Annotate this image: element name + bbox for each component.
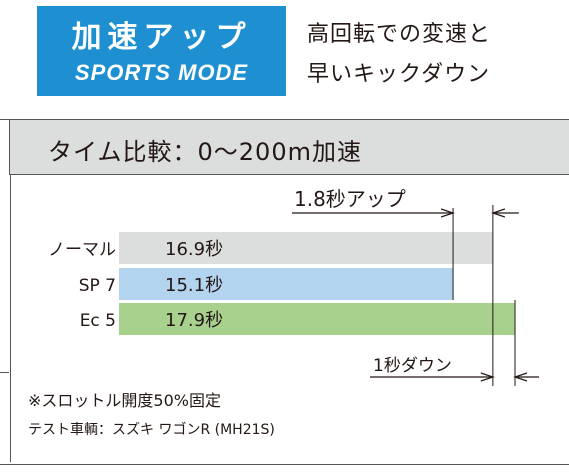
bar-2 [119,303,515,335]
description-line-2: 早いキックダウン [307,62,491,87]
category-label-1: SP 7 [79,276,116,296]
value-label-2: 17.9秒 [165,310,223,331]
panel-left-divider [9,119,10,175]
annotation-up-arrow-left [440,208,455,218]
mode-badge: 加速アップ SPORTS MODE [37,6,286,96]
chart-panel [0,119,569,465]
annotation-down-arrow-right [513,372,528,382]
chart-frame [10,175,569,462]
chart-title-bar [10,120,569,175]
value-label-1: 15.1秒 [165,275,223,296]
note-test-vehicle: テスト車輌：スズキ ワゴンR (MH21S) [28,422,275,438]
category-label-0: ノーマル [48,240,116,260]
panel-left-tick [0,372,9,373]
value-label-0: 16.9秒 [165,239,223,260]
bar-0 [119,232,493,264]
note-throttle: ※スロットル開度50%固定 [28,391,221,410]
annotation-down-arrow-left [480,372,495,382]
bar-1 [119,268,454,300]
category-label-2: Ec 5 [80,311,116,331]
annotation-up-label: 1.8秒アップ [294,187,406,211]
annotation-up-arrow-right [490,208,506,218]
description-line-1: 高回転での変速と [307,22,492,47]
badge-title: 加速アップ [71,20,252,55]
chart-title: タイム比較：0～200m加速 [48,138,362,166]
annotation-down-label: 1秒ダウン [373,356,452,376]
badge-subtitle: SPORTS MODE [74,60,249,85]
